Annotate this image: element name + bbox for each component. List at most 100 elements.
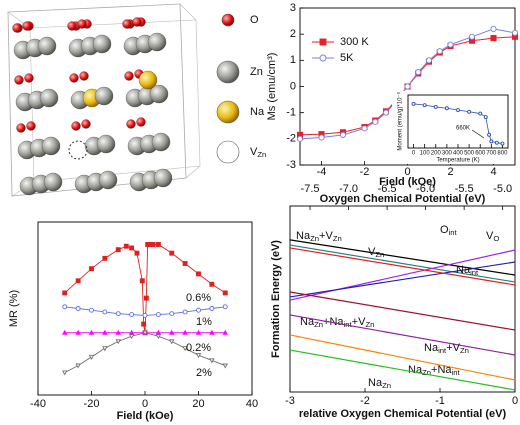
marker: [143, 295, 149, 301]
marker: [490, 25, 497, 32]
line-label: NaZn: [368, 377, 391, 390]
marker: [61, 329, 68, 335]
label-part: O: [440, 224, 449, 236]
oxygen-atom: [16, 123, 26, 133]
marker: [468, 33, 476, 40]
marker: [296, 135, 304, 142]
legend-label: Zn: [250, 66, 263, 78]
zinc-atom: [96, 134, 116, 154]
y-tick-label: 3: [290, 2, 296, 14]
x-tick-label: -6.0: [416, 183, 435, 195]
marker: [182, 329, 188, 335]
line-label: VO: [486, 230, 499, 243]
marker: [222, 363, 229, 369]
legend-label: VZn: [250, 146, 266, 159]
subscript: Zn: [310, 234, 319, 243]
x-tick-label: -4: [317, 166, 327, 178]
marker: [182, 309, 188, 315]
label-part: O: [250, 14, 259, 26]
legend-symbol: [221, 13, 235, 27]
marker: [209, 306, 215, 311]
x-tick-label: 0: [412, 151, 416, 157]
cell-edge: [185, 165, 201, 179]
x-tick-label: 800: [497, 151, 508, 157]
marker: [182, 346, 188, 352]
oxygen-atom: [81, 119, 91, 129]
subscript: Zn: [375, 250, 384, 259]
marker: [142, 312, 148, 318]
marker: [89, 266, 94, 272]
legend-label: 300 K: [340, 36, 369, 48]
oxygen-atom: [14, 75, 24, 85]
x-tick-label: -7.5: [301, 183, 320, 195]
marker: [415, 69, 422, 76]
subscript: int: [438, 346, 447, 355]
marker: [102, 309, 108, 315]
line-label: Oint: [440, 224, 458, 237]
marker: [456, 108, 460, 112]
label-part: V: [486, 230, 494, 242]
line-label: Naint: [456, 264, 479, 277]
marker: [209, 329, 215, 335]
x-tick-label: 4: [490, 166, 496, 178]
cell-edge: [179, 3, 197, 21]
line-label: Naint+VZn: [424, 342, 469, 355]
x-tick-label: 40: [246, 398, 258, 410]
zinc-atom: [149, 84, 169, 104]
subscript: Zn: [314, 320, 323, 329]
marker: [155, 334, 162, 340]
series-line: [289, 239, 516, 276]
marker: [467, 109, 472, 114]
label-part: V: [250, 146, 258, 158]
marker: [425, 57, 433, 64]
series-line: [289, 349, 516, 391]
marker: [436, 48, 443, 55]
label-part: Na: [456, 264, 471, 276]
label-part: +Na: [431, 364, 452, 376]
oxygen-atom: [126, 119, 136, 129]
annotation: 0.2%: [186, 342, 211, 354]
subscript: Zn: [460, 346, 469, 355]
y-axis-label: Formation Energy (eV): [270, 240, 282, 358]
marker: [115, 339, 122, 345]
marker: [195, 353, 202, 359]
marker: [411, 101, 416, 106]
marker: [75, 306, 81, 311]
oxygen-atom: [79, 71, 89, 81]
marker: [61, 370, 68, 376]
x-tick-label: 500: [464, 151, 475, 157]
x-tick-label: -6.5: [378, 183, 397, 195]
marker: [129, 312, 135, 318]
marker: [115, 329, 122, 335]
marker: [209, 281, 215, 287]
marker: [318, 134, 325, 141]
legend-label: Na: [250, 106, 265, 118]
annotation: 1%: [196, 316, 212, 328]
oxygen-atom: [26, 121, 36, 131]
label-part: Na: [408, 364, 423, 376]
marker: [134, 250, 140, 256]
marker: [168, 339, 175, 345]
marker: [88, 354, 95, 360]
marker: [382, 109, 390, 116]
marker: [195, 329, 202, 335]
label-part: +Na: [323, 316, 344, 328]
marker: [128, 329, 135, 335]
marker: [404, 83, 411, 90]
y-axis-label: Moment (emu/g)*10⁻³: [398, 92, 404, 150]
oxygen-atom: [67, 21, 77, 31]
zinc-atom: [98, 170, 118, 190]
line-label: VZn: [368, 246, 384, 259]
marker: [75, 329, 81, 335]
label-part: V: [368, 246, 376, 258]
marker: [102, 255, 108, 261]
marker: [115, 311, 121, 317]
marker: [169, 250, 175, 256]
marker: [222, 329, 229, 335]
marker: [422, 103, 427, 108]
legend-symbol: [216, 100, 240, 124]
zinc-atom: [153, 168, 173, 188]
series-line: [289, 334, 516, 381]
x-tick-label: -2: [360, 166, 370, 178]
